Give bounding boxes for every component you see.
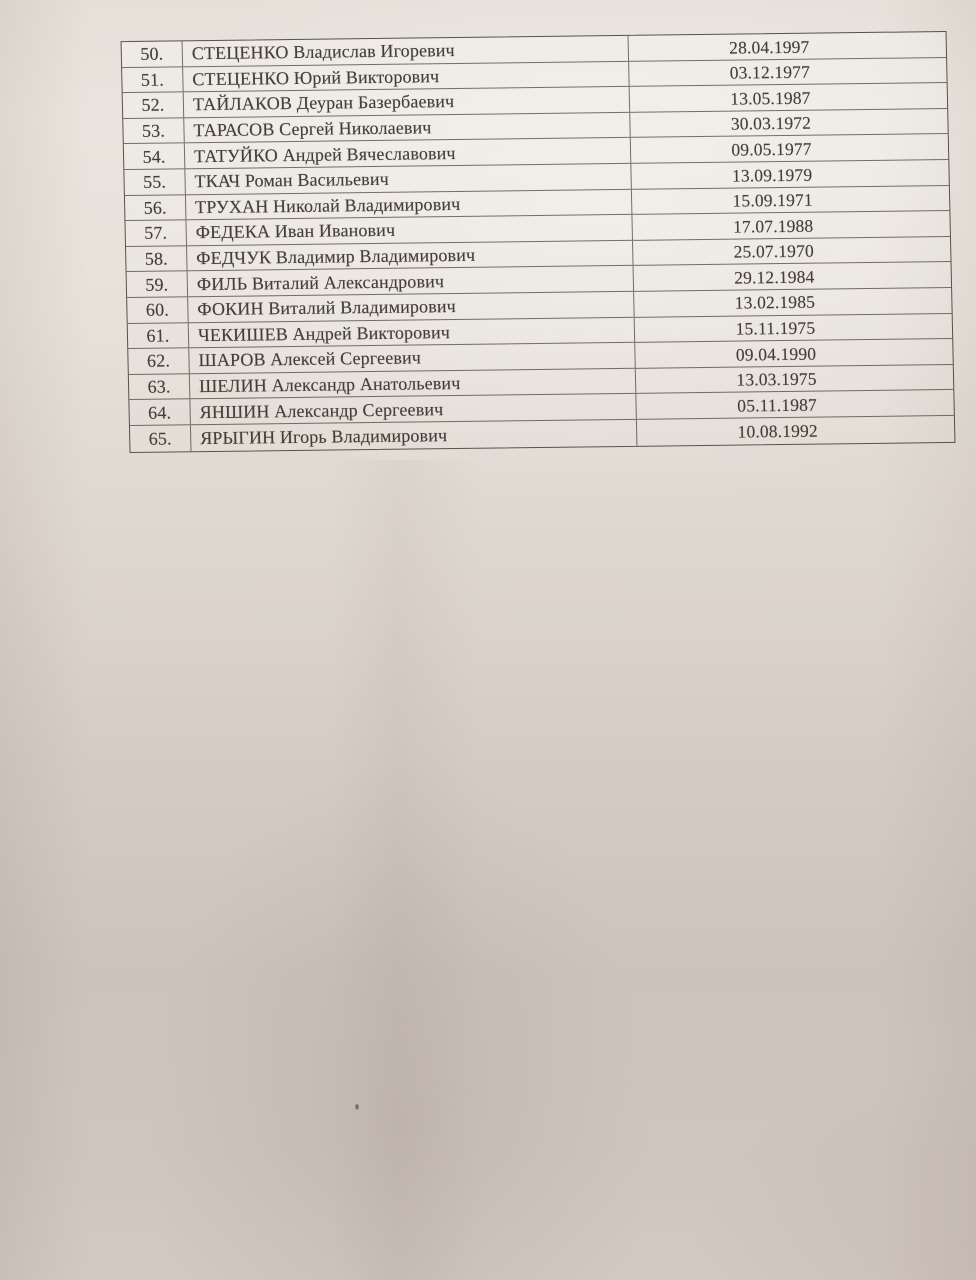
row-number-cell: 65. [148,428,172,449]
birthdate-cell: 03.12.1977 [628,57,947,87]
row-number-cell: 53. [141,120,166,141]
ink-speck [355,1104,359,1110]
birthdate-cell: 15.11.1975 [633,313,953,342]
row-number-cell: 56. [143,197,167,218]
row-number-cell: 51. [140,69,165,90]
row-number-cell: 63. [147,376,171,397]
personnel-roster-table: 50. СТЕЦЕНКО Владислав Игоревич 28.04.1997… [120,30,956,453]
birthdate-cell: 09.04.1990 [634,339,953,368]
birthdate-cell: 29.12.1984 [632,262,952,291]
birthdate-cell: 28.04.1997 [627,32,947,61]
row-number-cell: 60. [145,299,170,321]
birthdate-cell: 10.08.1992 [635,415,955,446]
row-number-cell: 55. [142,171,167,193]
row-number-cell: 57. [144,222,168,244]
paper-fold-shadow [330,460,480,1280]
row-number-cell: 52. [141,95,165,116]
birthdate-cell: 25.07.1970 [631,236,951,266]
birthdate-cell: 13.03.1975 [634,364,954,394]
row-number-cell: 62. [146,350,171,372]
row-number-cell: 59. [145,274,169,295]
row-number-cell: 58. [144,248,168,269]
birthdate-cell: 30.03.1972 [629,108,948,138]
row-number-cell: 64. [147,402,172,423]
birthdate-cell: 13.02.1985 [633,287,952,317]
birthdate-cell: 05.11.1987 [635,390,954,419]
row-number-cell: 61. [146,325,170,346]
birthdate-cell: 13.09.1979 [630,159,949,189]
name-cell: ЯРЫГИН Игорь Владимирович [189,419,637,451]
row-number-cell: 50. [140,43,164,65]
birthdate-cell: 13.05.1987 [628,83,948,112]
table-body: 50. СТЕЦЕНКО Владислав Игоревич 28.04.1997… [121,32,955,451]
birthdate-cell: 09.05.1977 [629,134,949,163]
birthdate-cell: 17.07.1988 [631,211,950,240]
birthdate-cell: 15.09.1971 [630,185,950,215]
row-number-cell: 54. [142,146,166,167]
